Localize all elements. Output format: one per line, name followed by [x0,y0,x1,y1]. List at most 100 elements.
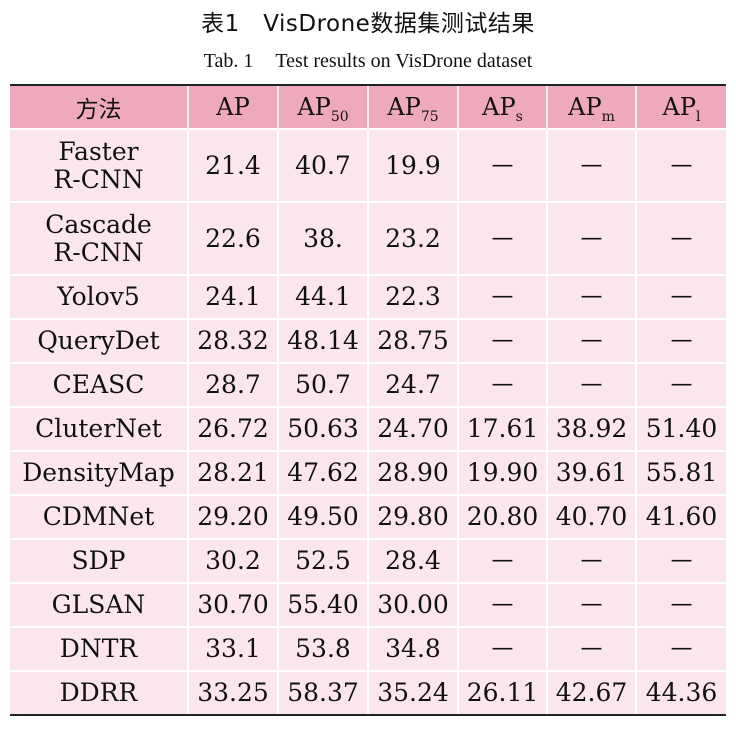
method-cell: CDMNet [10,494,188,539]
value-cell: 49.50 [277,494,368,539]
table-row: CluterNet 26.72 50.63 24.70 17.61 38.92 51.40 [10,406,726,451]
table-row: DensityMap 28.21 47.62 28.90 19.90 39.61 55.81 [10,450,726,495]
method-name-line: DNTR [59,634,138,663]
value-cell: — [635,582,726,627]
column-header-label: AP [297,93,331,121]
method-name-line: DDRR [59,678,138,707]
value-cell: — [635,201,726,275]
table-body: Faster R-CNN 21.4 40.7 19.9— — — Cascade R-CNN 22… [10,128,726,716]
table-row: DNTR 33.1 53.8 34.8— — — [10,626,726,671]
value-cell: 55.40 [277,582,368,627]
method-cell: GLSAN [10,582,188,627]
value-cell: 29.20 [187,494,278,539]
value-cell: — [546,128,636,202]
value-cell: 24.70 [367,406,458,451]
value-cell: 38.92 [546,406,636,451]
value-cell: 28.21 [187,450,278,495]
value-cell: — [635,538,726,583]
table-row: DDRR 33.25 58.37 35.24 26.11 42.67 44.36 [10,670,726,716]
value-cell: 29.80 [367,494,458,539]
table-row: Faster R-CNN 21.4 40.7 19.9— — — [10,128,726,202]
value-cell: — [457,201,547,275]
value-cell: 22.6 [187,201,278,275]
method-cell: Faster R-CNN [10,128,188,202]
value-cell: — [546,582,636,627]
column-header-ap-s: APs [457,84,547,130]
column-header-label: AP [216,93,250,121]
value-cell: 47.62 [277,450,368,495]
value-cell: 55.81 [635,450,726,495]
table-row: GLSAN 30.70 55.40 30.00— — — [10,582,726,627]
value-cell: 39.61 [546,450,636,495]
value-cell: 30.00 [367,582,458,627]
column-header-subscript: l [696,109,701,125]
value-cell: 44.36 [635,670,726,716]
value-cell: 17.61 [457,406,547,451]
value-cell: 52.5 [277,538,368,583]
value-cell: — [635,626,726,671]
value-cell: 19.9 [367,128,458,202]
value-cell: 26.72 [187,406,278,451]
method-cell: CEASC [10,362,188,407]
value-cell: 42.67 [546,670,636,716]
value-cell: 20.80 [457,494,547,539]
method-name-line: GLSAN [51,590,146,619]
method-cell: SDP [10,538,188,583]
method-name-line: R-CNN [53,164,144,194]
table-caption-label: Tab. 1 [203,50,254,72]
value-cell: — [635,318,726,363]
table-caption-english: Tab. 1 Test results on VisDrone dataset [0,50,736,73]
value-cell: 28.7 [187,362,278,407]
value-cell: 50.63 [277,406,368,451]
value-cell: — [457,538,547,583]
value-cell: — [546,626,636,671]
table-row: SDP 30.2 52.5 28.4— — — [10,538,726,583]
value-cell: — [457,274,547,319]
value-cell: 24.1 [187,274,278,319]
value-cell: 23.2 [367,201,458,275]
column-header-label: 方法 [75,97,122,123]
method-cell: DNTR [10,626,188,671]
method-cell: Cascade R-CNN [10,201,188,275]
table-row: QueryDet 28.32 48.14 28.75— — — [10,318,726,363]
method-name-line: DensityMap [22,458,175,487]
method-cell: DensityMap [10,450,188,495]
method-name-line: Yolov5 [57,282,140,311]
value-cell: — [546,274,636,319]
method-cell: QueryDet [10,318,188,363]
table-row: CDMNet 29.20 49.50 29.80 20.80 40.70 41.60 [10,494,726,539]
method-name-line: R-CNN [53,237,144,267]
value-cell: 28.75 [367,318,458,363]
value-cell: 41.60 [635,494,726,539]
value-cell: 33.1 [187,626,278,671]
method-name-line: CluterNet [35,414,162,443]
method-name-line: CDMNet [42,502,155,531]
value-cell: 38. [277,201,368,275]
value-cell: 40.70 [546,494,636,539]
value-cell: 19.90 [457,450,547,495]
value-cell: 53.8 [277,626,368,671]
results-table: 方法 AP AP50 AP75 APs APm APl Faster R-CNN 21.4 40.… [10,84,726,716]
value-cell: — [546,201,636,275]
value-cell: 21.4 [187,128,278,202]
column-header-subscript: 75 [420,109,439,125]
value-cell: — [546,538,636,583]
column-header-ap: AP [187,84,278,130]
value-cell: 40.7 [277,128,368,202]
column-header-subscript: m [601,109,615,125]
method-cell: CluterNet [10,406,188,451]
value-cell: 51.40 [635,406,726,451]
column-header-label: AP [662,93,696,121]
value-cell: — [546,362,636,407]
value-cell: — [635,128,726,202]
value-cell: 58.37 [277,670,368,716]
table-row: Yolov5 24.1 44.1 22.3— — — [10,274,726,319]
column-header-label: AP [482,93,516,121]
value-cell: — [546,318,636,363]
value-cell: — [457,318,547,363]
method-name-line: QueryDet [37,326,160,355]
value-cell: 30.70 [187,582,278,627]
column-header-subscript: s [515,109,523,125]
table-row: Cascade R-CNN 22.6 38. 23.2— — — [10,201,726,275]
value-cell: 50.7 [277,362,368,407]
